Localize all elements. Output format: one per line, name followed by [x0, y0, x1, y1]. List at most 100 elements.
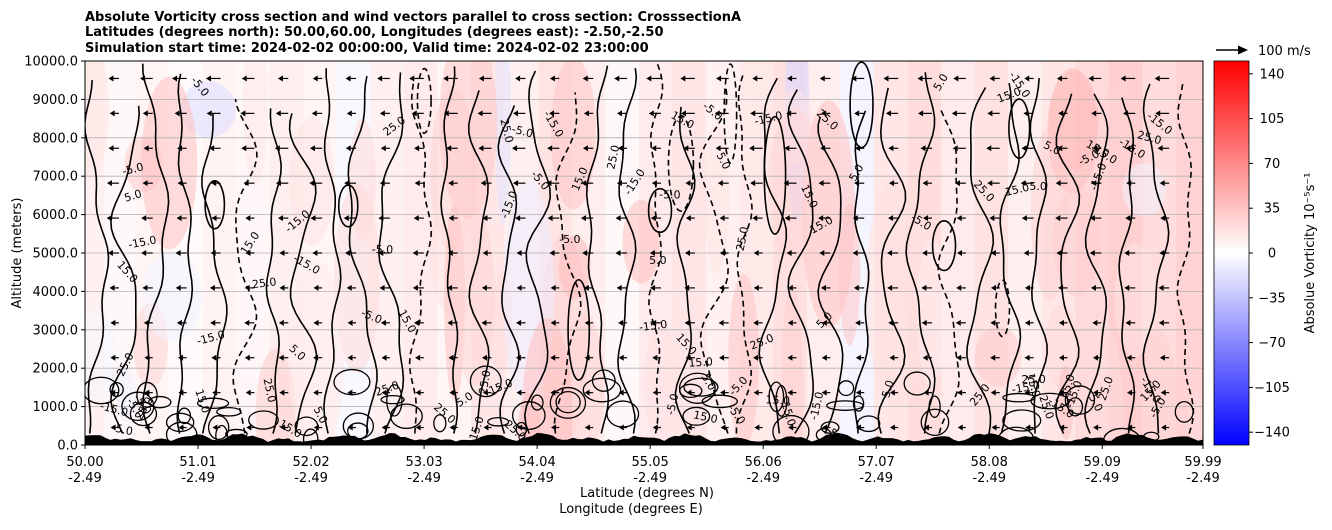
- wind-vector: [855, 354, 865, 361]
- vorticity-patch: [1187, 392, 1203, 444]
- x-axis-label-latitude: Latitude (degrees N): [580, 486, 714, 501]
- wind-vector: [347, 424, 357, 431]
- wind-vector: [279, 389, 289, 396]
- wind-vector-head-icon: [614, 75, 620, 82]
- wind-vector-head-icon: [956, 250, 962, 256]
- colorbar-tick-label: 140: [1260, 67, 1285, 82]
- wind-vector-head-icon: [685, 354, 691, 361]
- wind-vector-head-icon: [278, 215, 284, 222]
- wind-vector: [616, 284, 628, 291]
- wind-vector: [513, 110, 526, 117]
- wind-vector: [279, 250, 289, 256]
- contour-label: 25.0: [476, 369, 493, 395]
- wind-vector-head-icon: [313, 284, 319, 291]
- wind-vector: [143, 319, 153, 326]
- wind-vector-head-icon: [787, 75, 793, 82]
- wind-vector: [174, 110, 187, 117]
- wind-vector: [205, 75, 221, 82]
- wind-vector: [990, 319, 1000, 326]
- x-tick-label-longitude: -2.49: [859, 471, 893, 486]
- wind-vector-head-icon: [920, 145, 926, 152]
- wind-vector: [818, 180, 831, 187]
- wind-vector-head-icon: [584, 354, 590, 361]
- wind-vector: [345, 75, 357, 82]
- wind-vector-head-icon: [686, 389, 692, 396]
- wind-vector: [921, 284, 932, 291]
- wind-vector: [175, 250, 187, 256]
- wind-vector: [680, 75, 695, 82]
- wind-vector-head-icon: [313, 354, 319, 361]
- wind-vector: [379, 180, 390, 187]
- wind-vector-head-icon: [684, 250, 690, 256]
- wind-vector: [753, 354, 763, 361]
- wind-vector-head-icon: [618, 354, 624, 361]
- wind-vector: [379, 110, 390, 117]
- wind-vector-head-icon: [617, 110, 623, 117]
- wind-vector: [818, 215, 831, 222]
- wind-vector-head-icon: [853, 284, 859, 291]
- wind-vector-head-icon: [211, 180, 217, 187]
- wind-vector-head-icon: [752, 215, 758, 222]
- wind-vector-head-icon: [142, 110, 148, 117]
- wind-vector: [347, 319, 357, 326]
- wind-vector: [1025, 424, 1034, 431]
- wind-vector-head-icon: [447, 250, 453, 256]
- wind-vector: [482, 250, 492, 256]
- wind-vector-head-icon: [110, 354, 116, 361]
- negative-contour: [698, 85, 729, 434]
- wind-vector: [1021, 145, 1034, 152]
- wind-vector-head-icon: [277, 75, 283, 82]
- wind-vector-head-icon: [719, 284, 725, 291]
- contour-label: -5.0: [664, 392, 681, 416]
- wind-vector: [1021, 215, 1034, 222]
- x-tick-label-latitude: 54.04: [519, 455, 556, 470]
- wind-vector: [516, 319, 526, 326]
- wind-vector: [515, 354, 526, 361]
- wind-vector-head-icon: [583, 110, 589, 117]
- contour-label: -15.0: [807, 391, 826, 422]
- low-level-contour: [820, 421, 840, 434]
- wind-vector-head-icon: [753, 389, 759, 396]
- wind-vector-head-icon: [787, 319, 793, 326]
- wind-vector: [209, 145, 221, 152]
- wind-vector: [481, 354, 492, 361]
- wind-vector: [448, 354, 458, 361]
- positive-contour: [999, 82, 1022, 434]
- y-tick-label: 3000.0: [33, 323, 79, 338]
- wind-vector: [787, 284, 797, 291]
- wind-vector: [246, 424, 255, 431]
- wind-vector: [108, 145, 119, 152]
- wind-vector-head-icon: [309, 145, 315, 152]
- positive-contour-loop: [1008, 98, 1031, 159]
- negative-contour-loop: [416, 67, 432, 134]
- wind-vector: [1092, 319, 1102, 326]
- wind-vector-head-icon: [753, 250, 759, 256]
- vorticity-patch: [439, 61, 498, 219]
- contour-label: 15.0: [1004, 181, 1031, 199]
- wind-vector: [684, 284, 695, 291]
- wind-vector-head-icon: [1158, 319, 1164, 326]
- wind-vector-head-icon: [991, 424, 997, 431]
- vorticity-patch: [141, 251, 202, 342]
- wind-vector-head-icon: [144, 424, 150, 431]
- wind-vector-head-icon: [106, 215, 112, 222]
- x-tick-label-latitude: 57.07: [858, 455, 895, 470]
- wind-vector: [786, 250, 797, 256]
- low-level-contour: [591, 369, 616, 392]
- wind-vector: [889, 389, 899, 396]
- wind-vector-head-icon: [956, 354, 962, 361]
- vorticity-patch: [1078, 316, 1124, 445]
- wind-vector: [1059, 319, 1068, 326]
- positive-contour: [440, 66, 459, 434]
- wind-vector: [618, 424, 628, 431]
- wind-vector-head-icon: [1024, 319, 1030, 326]
- wind-vector: [717, 180, 729, 187]
- wind-vector-head-icon: [753, 319, 759, 326]
- y-tick-label: 8000.0: [33, 131, 79, 146]
- wind-vector: [447, 284, 458, 291]
- wind-vector-head-icon: [280, 424, 286, 431]
- positive-contour: [617, 68, 638, 434]
- x-tick-label-longitude: -2.49: [746, 471, 780, 486]
- positive-contour: [758, 77, 788, 434]
- wind-vector-head-icon: [787, 389, 793, 396]
